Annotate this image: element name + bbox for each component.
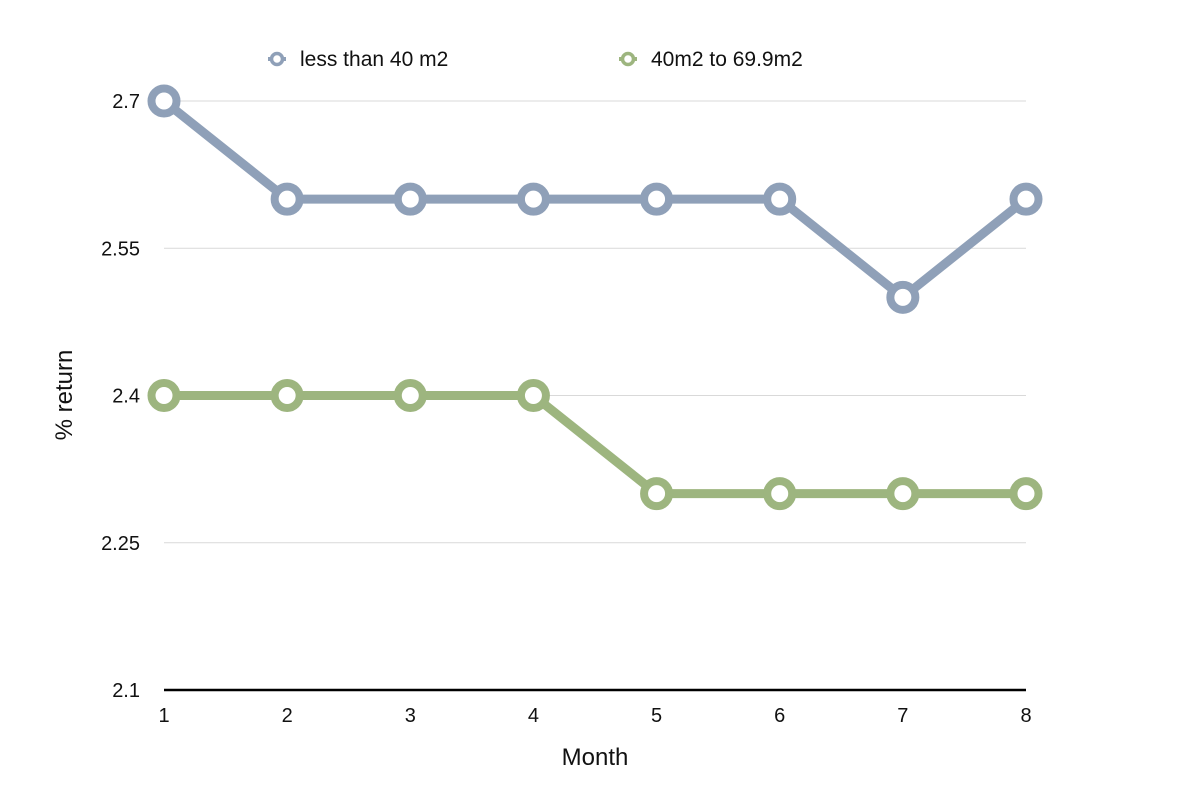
data-point [270, 379, 304, 412]
data-point [886, 477, 920, 511]
x-tick-label: 8 [1020, 705, 1031, 727]
y-tick-label: 2.55 [101, 238, 140, 260]
data-point [270, 182, 304, 216]
y-tick-label: 2.1 [112, 680, 140, 702]
y-tick-label: 2.7 [112, 91, 140, 113]
data-point [147, 84, 181, 118]
legend-item: less than 40 m2 [268, 48, 448, 71]
data-point [640, 182, 674, 216]
data-point [1009, 182, 1043, 216]
series-line [159, 391, 1031, 499]
x-tick-label: 1 [158, 705, 169, 727]
legend-marker [269, 51, 285, 67]
legend: less than 40 m2 40m2 to 69.9m2 [268, 48, 803, 71]
y-axis-label: % return [51, 350, 78, 441]
data-point [886, 280, 920, 314]
legend-marker [620, 51, 636, 67]
data-point [516, 182, 550, 216]
x-tick-label: 6 [774, 705, 785, 727]
data-point [147, 379, 181, 412]
x-axis-label: Month [562, 744, 629, 771]
y-tick-label: 2.25 [101, 533, 140, 555]
y-tick-label: 2.4 [112, 386, 140, 408]
legend-label: 40m2 to 69.9m2 [651, 48, 803, 71]
series-1 [147, 84, 1043, 314]
data-point [763, 477, 797, 511]
x-tick-label: 3 [405, 705, 416, 727]
x-axis-ticks: 1 2 3 4 5 6 7 8 [158, 705, 1031, 727]
data-point [516, 379, 550, 412]
data-point [393, 182, 427, 216]
data-point [763, 182, 797, 216]
legend-item: 40m2 to 69.9m2 [619, 48, 803, 71]
data-point [393, 379, 427, 412]
legend-label: less than 40 m2 [300, 48, 448, 71]
x-tick-label: 2 [282, 705, 293, 727]
x-tick-label: 7 [897, 705, 908, 727]
x-tick-label: 5 [651, 705, 662, 727]
y-axis-ticks: 2.1 2.25 2.4 2.55 2.7 [101, 91, 140, 702]
x-tick-label: 4 [528, 705, 539, 727]
series-2 [147, 379, 1043, 511]
data-point [640, 477, 674, 511]
data-point [1009, 477, 1043, 511]
series-line [159, 96, 1031, 302]
series-layer [147, 84, 1043, 511]
gridlines [164, 100, 1026, 544]
